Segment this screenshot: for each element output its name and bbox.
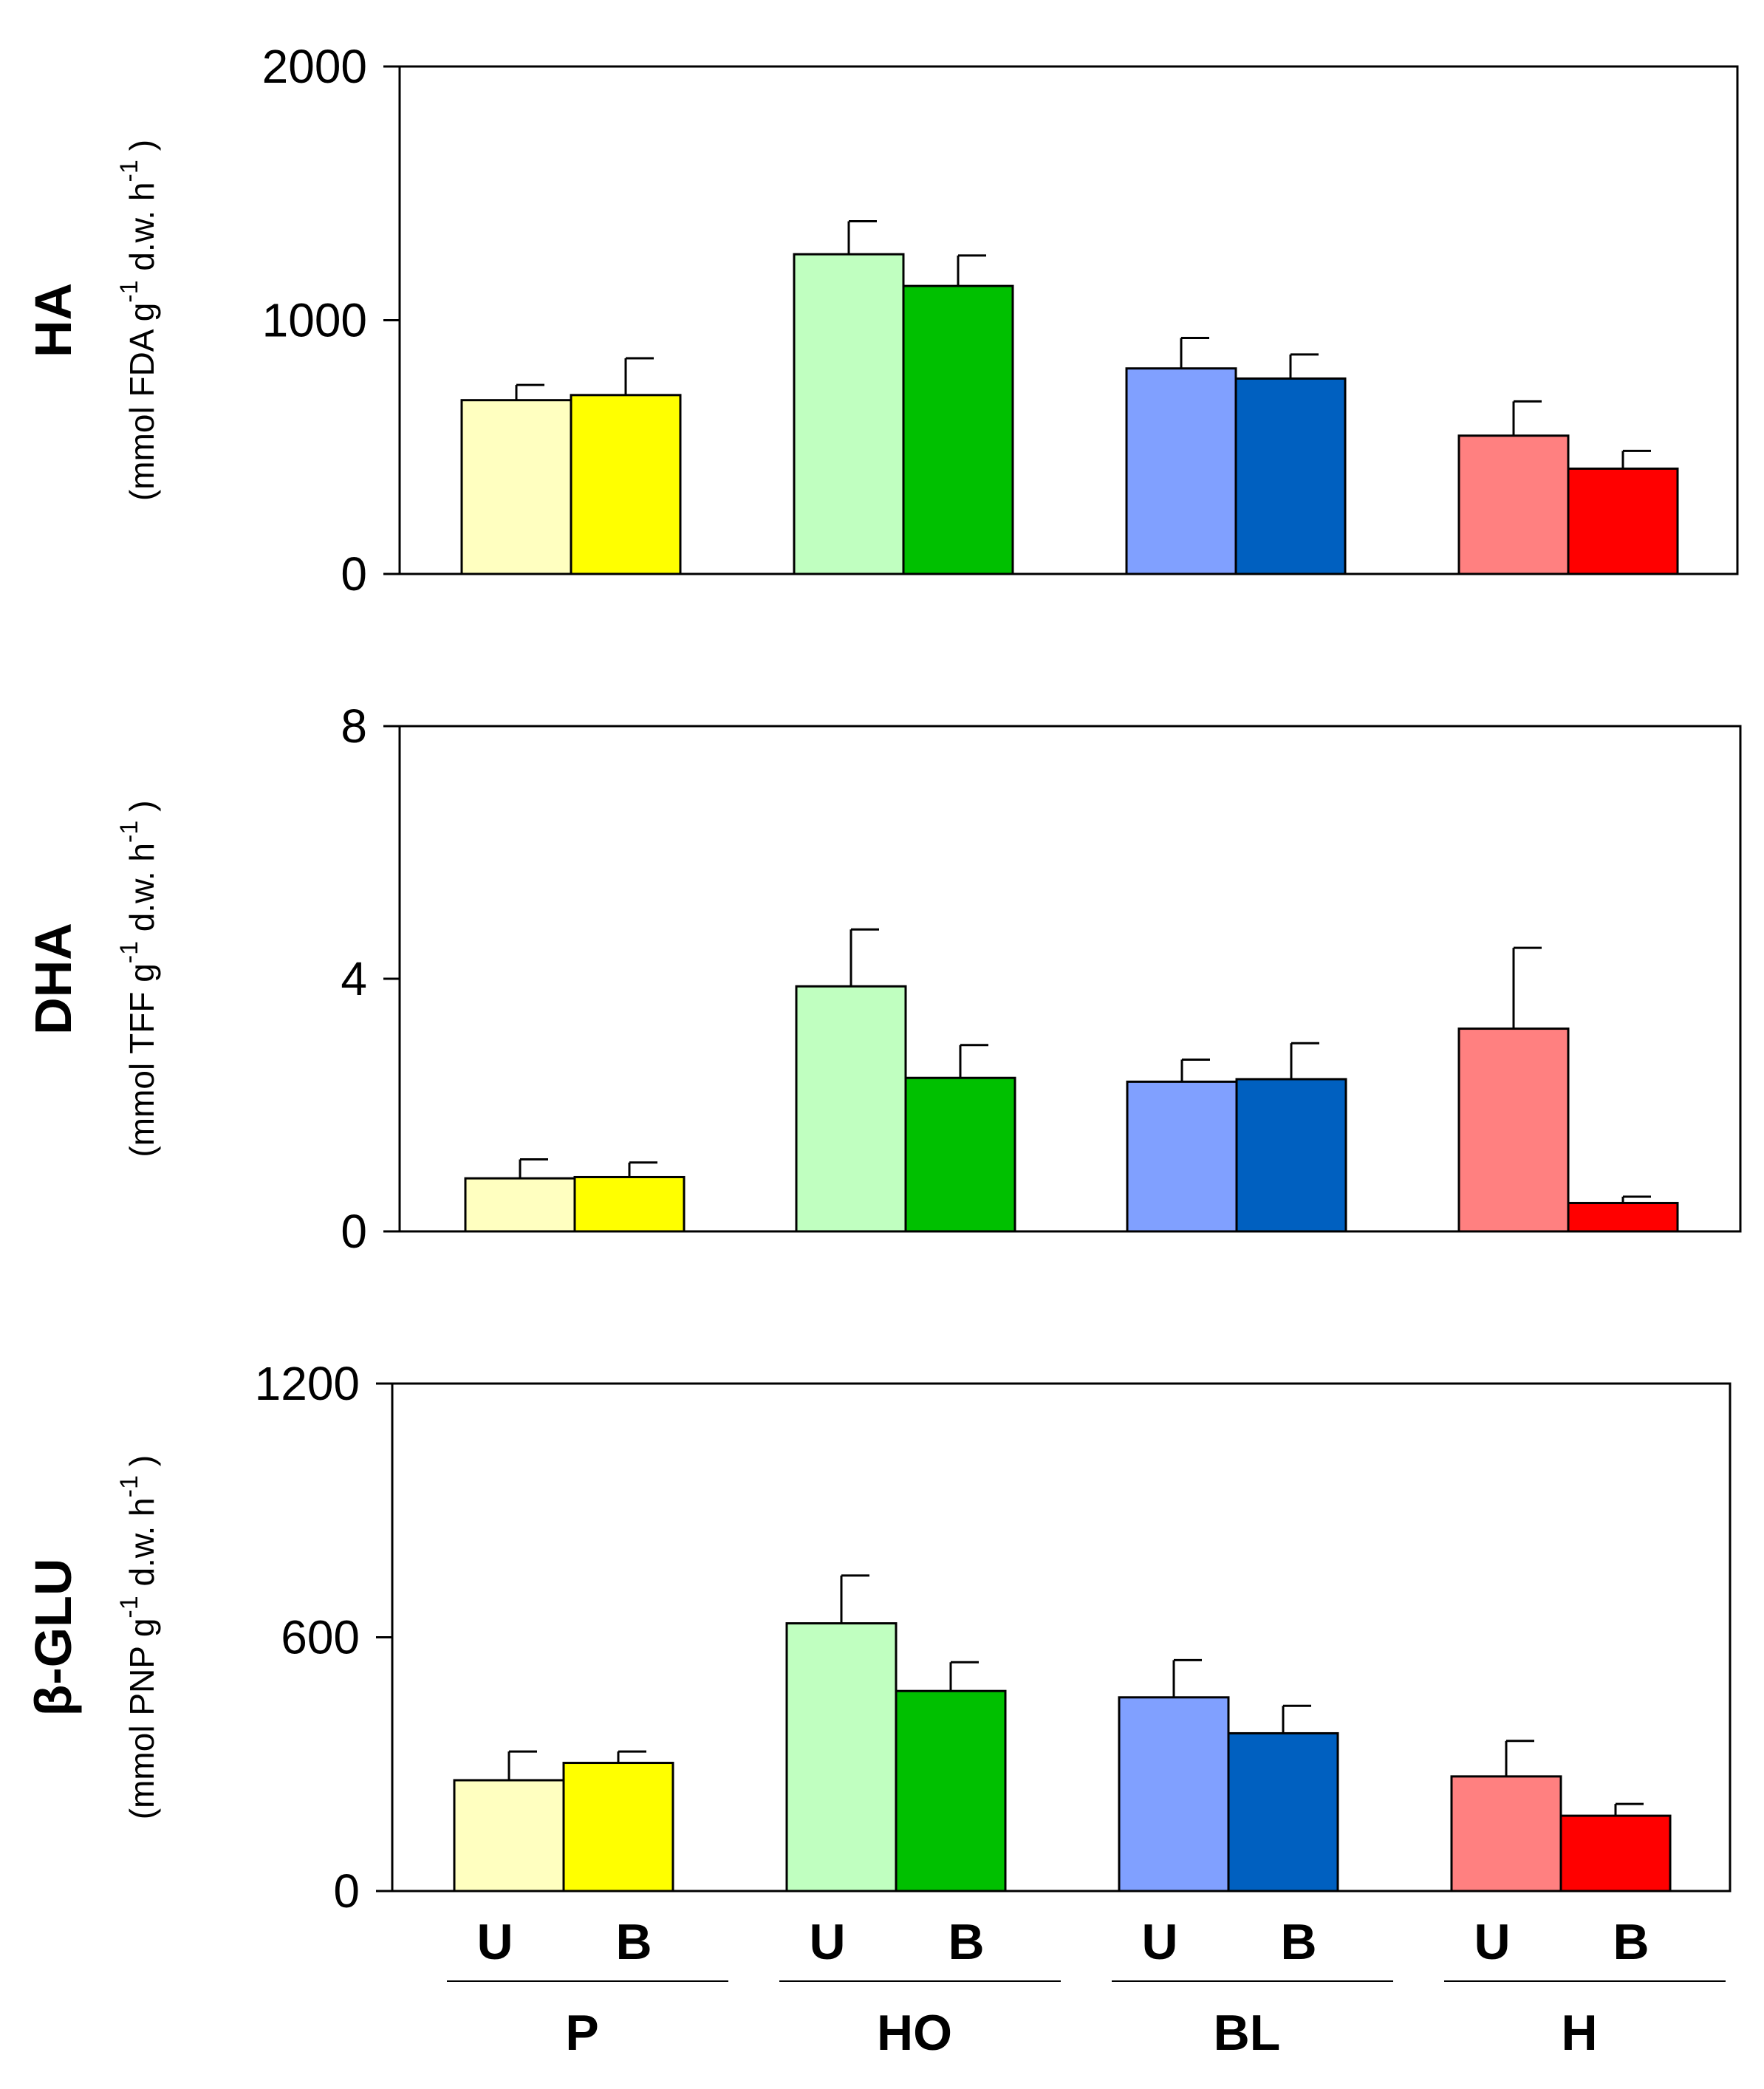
y-tick-label: 0 <box>341 1205 367 1258</box>
y-axis-unit-part: -1 <box>115 280 143 302</box>
y-tick-label: 4 <box>341 952 367 1005</box>
y-axis-unit-part: -1 <box>115 1596 143 1618</box>
group-label-BL: BL <box>1214 2005 1281 2061</box>
series-label-B: B <box>948 1914 984 1970</box>
y-tick-label: 1200 <box>255 1357 360 1410</box>
y-axis-unit-part: d.w. h <box>123 1497 161 1596</box>
bar-B-P <box>570 394 682 575</box>
bar-U-H <box>1450 1775 1562 1893</box>
series-label-B: B <box>1613 1914 1649 1970</box>
bar-U-P <box>453 1779 565 1893</box>
y-axis-title: DHA <box>24 923 82 1035</box>
bar-B-HO <box>904 1076 1016 1233</box>
bar-B-BL <box>1227 1731 1339 1893</box>
group-label-HO: HO <box>877 2005 952 2061</box>
bar-B-BL <box>1235 1078 1347 1233</box>
y-axis-unit-part: (mmol PNP g <box>123 1618 161 1820</box>
y-axis-unit-part: -1 <box>115 941 143 963</box>
bar-B-P <box>562 1762 674 1893</box>
y-axis-unit-part: ) <box>123 140 161 151</box>
y-axis-unit-part: ) <box>123 1455 161 1466</box>
y-axis-unit: (mmol FDA g-1 d.w. h-1) <box>115 140 161 501</box>
series-label-U: U <box>1141 1914 1177 1970</box>
bar-B-HO <box>902 284 1014 575</box>
bar-U-BL <box>1125 367 1237 575</box>
y-axis-unit: (mmol TFF g-1 d.w. h-1) <box>115 800 161 1157</box>
y-axis-title: HA <box>24 283 82 358</box>
bar-B-H <box>1567 467 1679 575</box>
series-label-B: B <box>1280 1914 1316 1970</box>
y-tick-label: 1000 <box>262 294 367 347</box>
y-tick-label: 600 <box>281 1611 360 1664</box>
y-axis-unit-part: d.w. h <box>123 182 161 280</box>
series-label-U: U <box>476 1914 513 1970</box>
bar-B-H <box>1559 1814 1672 1893</box>
y-tick-label: 0 <box>333 1864 360 1918</box>
y-tick-label: 0 <box>341 547 367 601</box>
bar-U-H <box>1457 434 1570 575</box>
y-axis-unit-part: -1 <box>115 1475 143 1497</box>
bar-U-BL <box>1126 1080 1238 1233</box>
group-label-H: H <box>1561 2005 1597 2061</box>
y-axis-unit-part: -1 <box>115 160 143 182</box>
bar-U-HO <box>793 253 905 575</box>
y-axis-unit-part: ) <box>123 800 161 811</box>
y-axis-unit-part: (mmol FDA g <box>123 303 161 501</box>
y-axis-unit-part: -1 <box>115 821 143 843</box>
bar-U-HO <box>785 1622 898 1893</box>
bar-B-H <box>1567 1202 1679 1233</box>
bar-U-P <box>460 399 572 575</box>
y-tick-label: 2000 <box>262 40 367 93</box>
group-label-P: P <box>565 2005 598 2061</box>
y-tick-label: 8 <box>341 700 367 753</box>
series-label-B: B <box>615 1914 652 1970</box>
bar-B-P <box>573 1175 686 1233</box>
bar-U-BL <box>1118 1696 1230 1893</box>
y-axis-unit-part: d.w. h <box>123 843 161 941</box>
y-axis-unit-part: (mmol TFF g <box>123 963 161 1157</box>
y-axis-title: β-GLU <box>24 1559 82 1717</box>
bar-B-BL <box>1234 377 1347 575</box>
bar-U-P <box>464 1177 576 1233</box>
bar-B-HO <box>895 1689 1007 1893</box>
bar-U-H <box>1457 1028 1570 1233</box>
series-label-U: U <box>809 1914 845 1970</box>
series-label-U: U <box>1474 1914 1510 1970</box>
y-axis-unit: (mmol PNP g-1 d.w. h-1) <box>115 1455 161 1819</box>
bar-U-HO <box>795 985 907 1233</box>
